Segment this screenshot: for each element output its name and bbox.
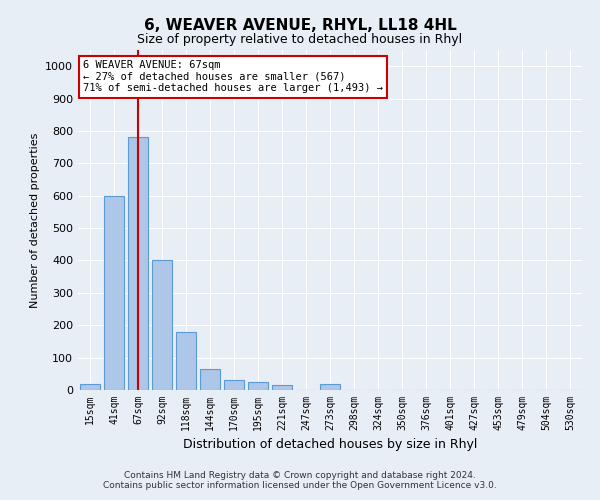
Text: 6, WEAVER AVENUE, RHYL, LL18 4HL: 6, WEAVER AVENUE, RHYL, LL18 4HL <box>143 18 457 32</box>
Bar <box>176 332 196 390</box>
Bar <box>320 384 340 390</box>
Bar <box>272 385 292 390</box>
Bar <box>200 369 220 390</box>
Bar <box>128 138 148 390</box>
Bar <box>224 380 244 390</box>
Text: Size of property relative to detached houses in Rhyl: Size of property relative to detached ho… <box>137 32 463 46</box>
Bar <box>152 260 172 390</box>
Y-axis label: Number of detached properties: Number of detached properties <box>29 132 40 308</box>
Bar <box>80 384 100 390</box>
Bar <box>248 382 268 390</box>
X-axis label: Distribution of detached houses by size in Rhyl: Distribution of detached houses by size … <box>183 438 477 452</box>
Text: Contains HM Land Registry data © Crown copyright and database right 2024.
Contai: Contains HM Land Registry data © Crown c… <box>103 470 497 490</box>
Bar <box>104 196 124 390</box>
Text: 6 WEAVER AVENUE: 67sqm
← 27% of detached houses are smaller (567)
71% of semi-de: 6 WEAVER AVENUE: 67sqm ← 27% of detached… <box>83 60 383 94</box>
